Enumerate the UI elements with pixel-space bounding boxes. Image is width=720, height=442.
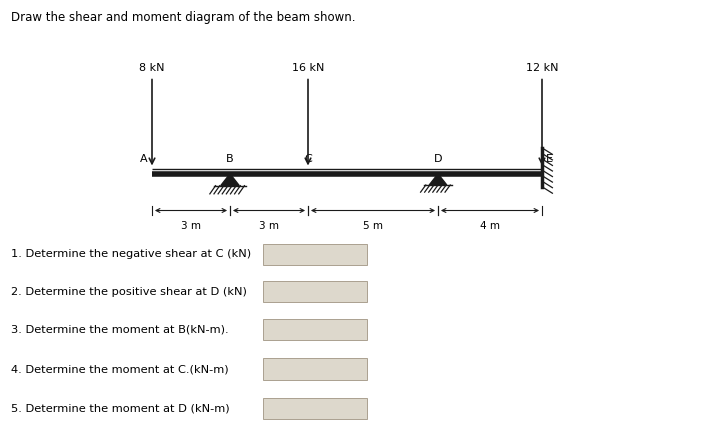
Polygon shape xyxy=(221,174,239,186)
Text: 1. Determine the negative shear at C (kN): 1. Determine the negative shear at C (kN… xyxy=(11,249,251,259)
Text: 4 m: 4 m xyxy=(480,221,500,231)
Text: 3 m: 3 m xyxy=(181,221,201,231)
Text: 5. Determine the moment at D (kN-m): 5. Determine the moment at D (kN-m) xyxy=(11,404,230,414)
Text: Draw the shear and moment diagram of the beam shown.: Draw the shear and moment diagram of the… xyxy=(11,11,355,24)
Text: 5 m: 5 m xyxy=(363,221,383,231)
Polygon shape xyxy=(429,174,447,185)
Text: B: B xyxy=(226,154,234,164)
Text: C: C xyxy=(304,154,312,164)
Text: 3 m: 3 m xyxy=(259,221,279,231)
Text: 4. Determine the moment at C.(kN-m): 4. Determine the moment at C.(kN-m) xyxy=(11,364,228,374)
Text: 8 kN: 8 kN xyxy=(139,63,165,73)
Text: E: E xyxy=(546,154,553,164)
Text: 2. Determine the positive shear at D (kN): 2. Determine the positive shear at D (kN… xyxy=(11,287,247,297)
Text: 16 kN: 16 kN xyxy=(292,63,324,73)
Text: D: D xyxy=(433,154,442,164)
Text: 12 kN: 12 kN xyxy=(526,63,558,73)
Text: A: A xyxy=(140,154,148,164)
Text: 3. Determine the moment at B(kN-m).: 3. Determine the moment at B(kN-m). xyxy=(11,324,228,334)
